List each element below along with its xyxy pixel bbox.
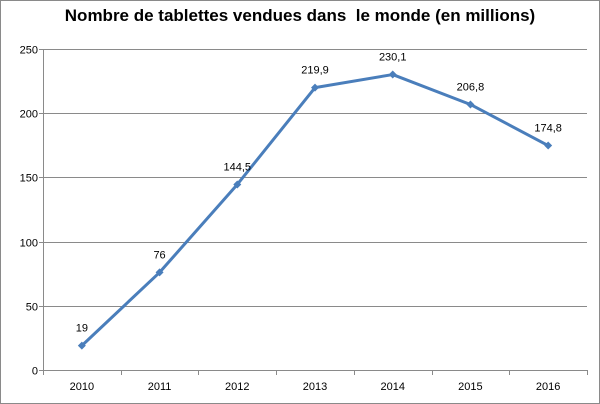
data-point-2010	[77, 341, 86, 350]
y-tick-label: 250	[20, 45, 38, 57]
y-tick-labels: 0 50 100 150 200 250	[20, 45, 38, 378]
x-tick-label: 2012	[225, 381, 249, 393]
y-tick-label: 100	[20, 238, 38, 250]
data-label-2013: 219,9	[301, 65, 329, 77]
data-point-2015	[466, 100, 475, 109]
axes	[39, 49, 588, 375]
data-label-2015: 206,8	[457, 81, 485, 93]
data-point-2013	[311, 83, 319, 92]
x-tick-label: 2011	[148, 381, 172, 393]
y-tick-label: 50	[26, 302, 38, 314]
data-label-2010: 19	[76, 323, 88, 335]
data-point-2011	[155, 268, 164, 277]
data-label-2014: 230,1	[379, 52, 407, 64]
x-tick-labels: 2010 2011 2012 2013 2014 2015 2016	[70, 381, 561, 393]
x-tick-label: 2013	[303, 381, 327, 393]
data-label-2016: 174,8	[534, 123, 562, 135]
data-point-2016	[544, 141, 553, 150]
data-label-2011: 76	[153, 249, 165, 261]
x-tick-label: 2014	[380, 381, 404, 393]
data-point-2014	[388, 70, 397, 79]
x-tick-label: 2016	[536, 381, 560, 393]
y-tick-label: 0	[32, 366, 38, 378]
data-point-2012	[233, 180, 242, 189]
chart-title: Nombre de tablettes vendues dans le mond…	[64, 6, 536, 25]
data-labels: 19 76 144,5 219,9 230,1 206,8 174,8	[76, 52, 562, 335]
gridlines	[43, 49, 587, 307]
series-line	[80, 73, 549, 347]
x-tick-label: 2010	[70, 381, 94, 393]
y-tick-label: 150	[20, 173, 38, 185]
series-group	[77, 70, 553, 350]
data-label-2012: 144,5	[224, 161, 252, 173]
y-tick-label: 200	[20, 109, 38, 121]
x-tick-label: 2015	[458, 381, 482, 393]
